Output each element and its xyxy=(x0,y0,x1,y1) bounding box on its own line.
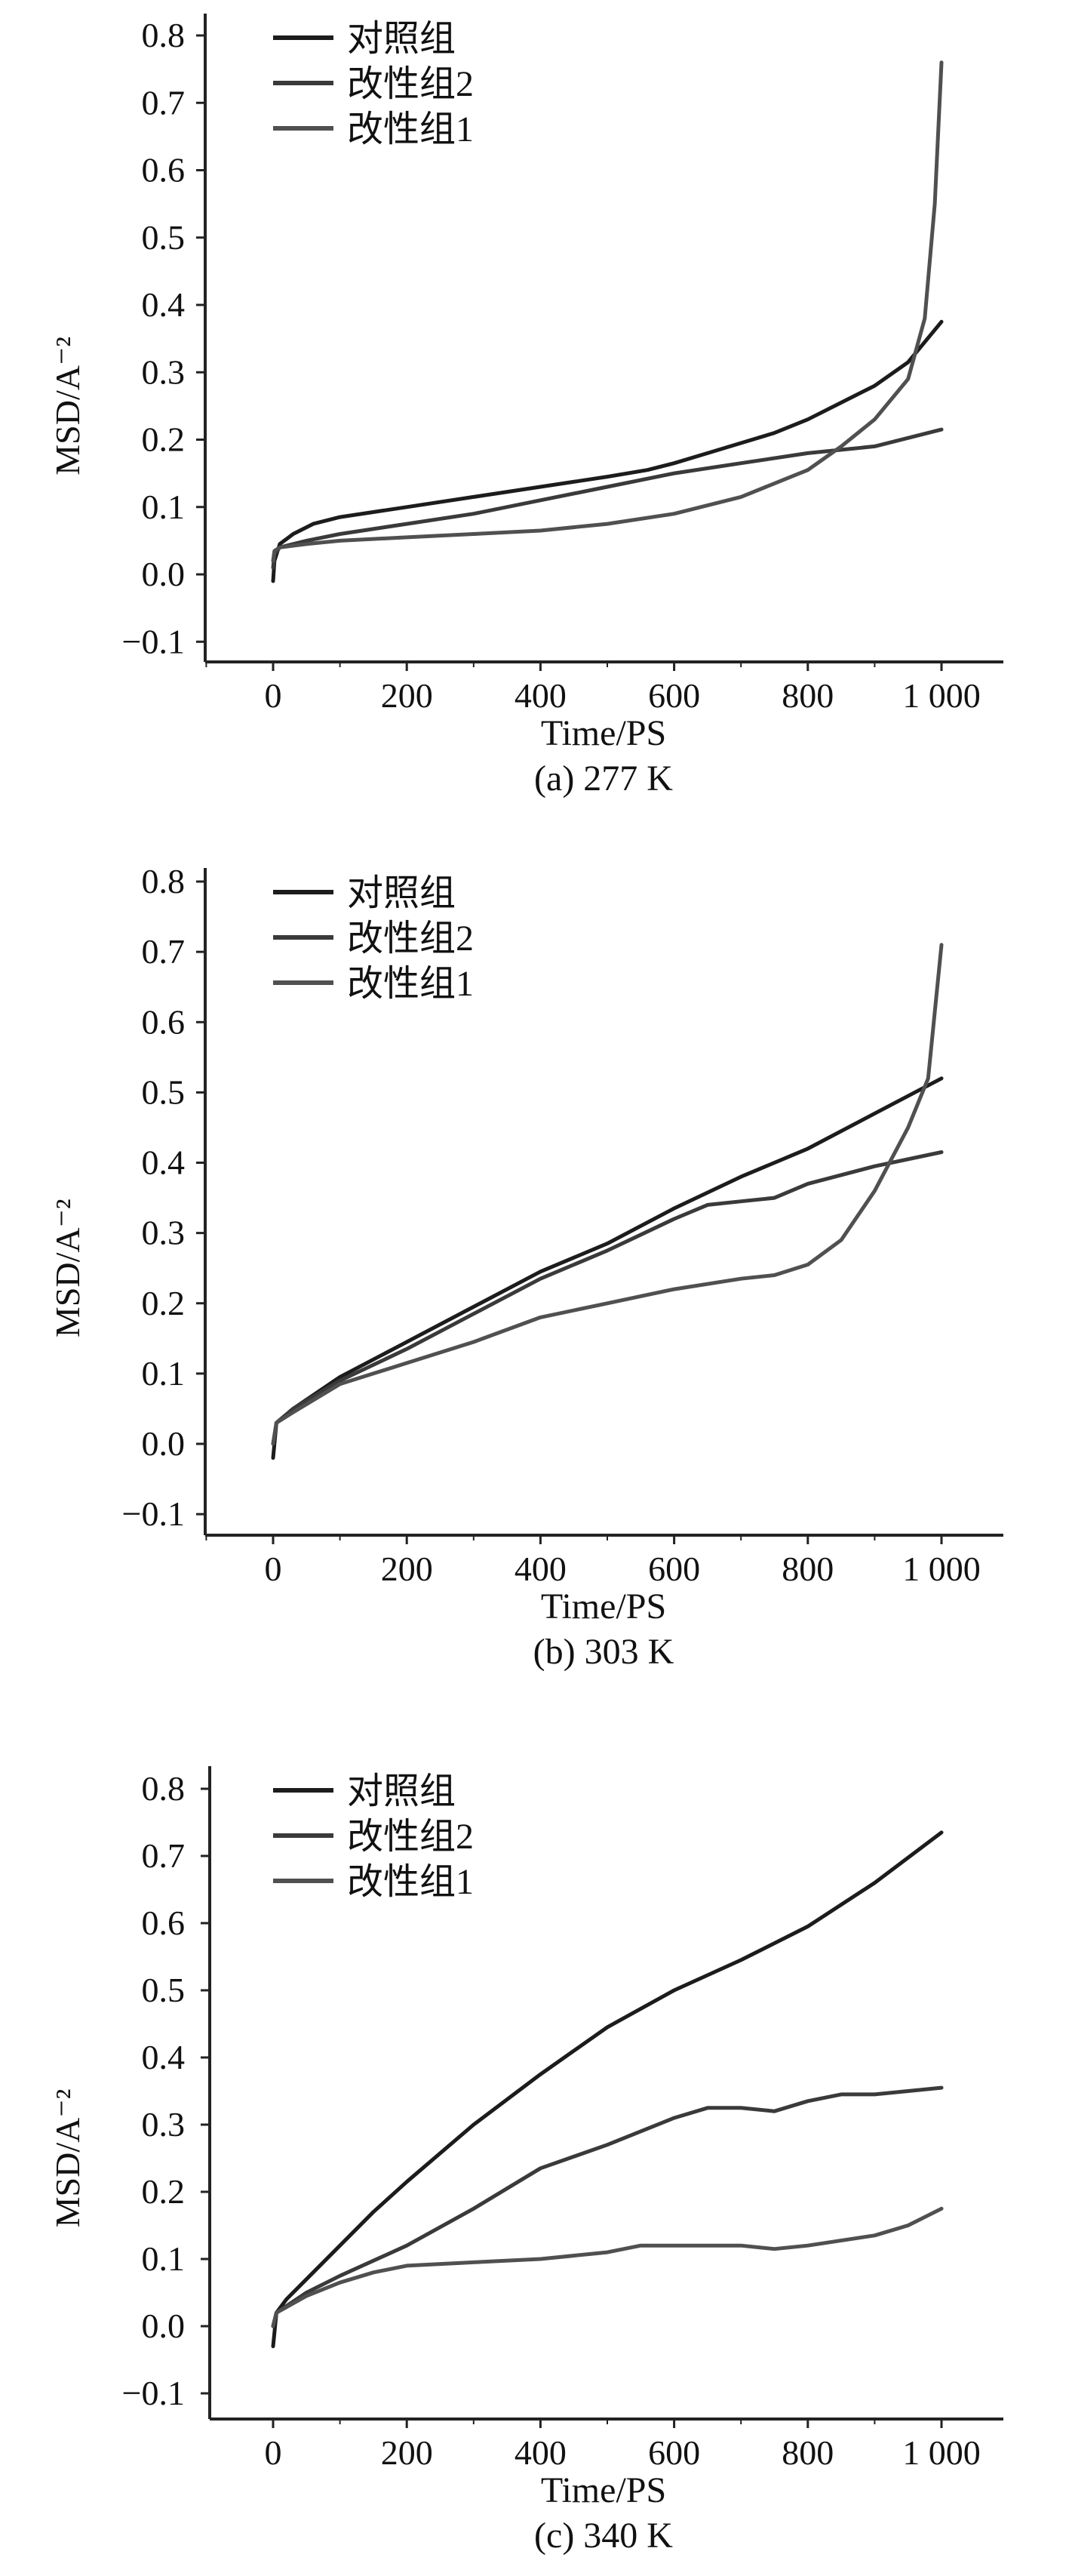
x-tick-label: 0 xyxy=(265,2433,282,2472)
legend-entry: 对照组 xyxy=(347,19,456,59)
x-tick-label: 800 xyxy=(782,676,834,715)
y-tick-label: 0.0 xyxy=(142,2307,186,2345)
x-tick-label: 200 xyxy=(381,1550,433,1588)
y-tick-label: 0.4 xyxy=(142,285,186,324)
x-tick-label: 600 xyxy=(648,676,700,715)
y-tick-label: 0.5 xyxy=(142,1971,186,2009)
chart-caption: (c) 340 K xyxy=(534,2516,673,2556)
chart-caption: (a) 277 K xyxy=(534,759,673,799)
series-line-2 xyxy=(271,427,944,570)
y-tick-label: 0.5 xyxy=(142,1073,186,1111)
series-line-2 xyxy=(271,1150,944,1446)
x-tick-label: 400 xyxy=(515,2433,567,2472)
legend-entry: 对照组 xyxy=(347,1771,456,1811)
x-axis-label: Time/PS xyxy=(541,1587,666,1627)
y-tick-label: 0.3 xyxy=(142,352,186,391)
x-tick-label: 1 000 xyxy=(902,676,981,715)
y-tick-label: 0.2 xyxy=(142,420,186,459)
x-tick-label: 600 xyxy=(648,2433,700,2472)
y-axis-label: MSD/A⁻² xyxy=(48,2089,87,2228)
y-tick-label: 0.6 xyxy=(142,151,186,189)
x-tick-label: 200 xyxy=(381,2433,433,2472)
y-tick-label: 0.3 xyxy=(142,1214,186,1252)
y-tick-label: 0.7 xyxy=(142,1836,186,1875)
legend-entry: 改性组1 xyxy=(347,109,474,149)
y-tick-label: 0.1 xyxy=(142,1354,186,1393)
x-tick-label: 800 xyxy=(782,2433,834,2472)
chart-panel-3: −0.1 0.0 0.1 0.2 0.3 0.4 0.5 0.6 0.7 0.8 0 200 400 60… xyxy=(48,1766,1003,2556)
y-tick-label: 0.0 xyxy=(142,1424,186,1463)
x-tick-label: 600 xyxy=(648,1550,700,1588)
legend-entry: 改性组1 xyxy=(347,1862,474,1902)
y-tick-label: 0.4 xyxy=(142,2038,186,2076)
series-line-1 xyxy=(271,1076,944,1460)
legend-entry: 改性组1 xyxy=(347,964,474,1004)
y-tick-label: 0.3 xyxy=(142,2105,186,2144)
legend-entry: 对照组 xyxy=(347,873,456,913)
y-tick-label: 0.1 xyxy=(142,2239,186,2278)
x-axis-label: Time/PS xyxy=(541,2470,666,2510)
y-tick-label: 0.8 xyxy=(142,16,186,54)
series-line-2 xyxy=(271,2085,944,2328)
y-tick-label: 0.6 xyxy=(142,1904,186,1942)
legend-entry: 改性组2 xyxy=(347,919,474,959)
y-tick-label: 0.8 xyxy=(142,1769,186,1808)
x-tick-label: 800 xyxy=(782,1550,834,1588)
y-tick-label: 0.4 xyxy=(142,1143,186,1182)
series-line-3 xyxy=(271,943,944,1446)
legend-entry: 改性组2 xyxy=(347,1817,474,1857)
x-tick-label: 400 xyxy=(515,676,567,715)
series-line-1 xyxy=(271,1830,944,2349)
y-tick-label: −0.1 xyxy=(122,622,185,660)
y-tick-label: −0.1 xyxy=(122,2374,185,2412)
x-tick-label: 1 000 xyxy=(902,2433,981,2472)
y-tick-label: 0.0 xyxy=(142,555,186,593)
x-tick-label: 0 xyxy=(265,1550,282,1588)
x-tick-label: 1 000 xyxy=(902,1550,981,1588)
y-tick-label: 0.5 xyxy=(142,218,186,257)
y-tick-label: 0.8 xyxy=(142,862,186,900)
y-tick-label: 0.6 xyxy=(142,1002,186,1041)
legend-entry: 改性组2 xyxy=(347,64,474,104)
chart-panel-1: −0.1 0.0 0.1 0.2 0.3 0.4 0.5 0.6 0.7 0.8 0 200 400 60… xyxy=(48,14,1003,799)
x-tick-label: 200 xyxy=(381,676,433,715)
chart-panel-2: −0.1 0.0 0.1 0.2 0.3 0.4 0.5 0.6 0.7 0.8 0 200 400 60… xyxy=(48,862,1003,1672)
series-line-3 xyxy=(271,2206,944,2328)
x-tick-label: 0 xyxy=(265,676,282,715)
y-tick-label: 0.2 xyxy=(142,1284,186,1322)
y-tick-label: 0.2 xyxy=(142,2172,186,2211)
x-tick-label: 400 xyxy=(515,1550,567,1588)
y-tick-label: 0.7 xyxy=(142,932,186,971)
x-axis-label: Time/PS xyxy=(541,713,666,753)
y-axis-label: MSD/A⁻² xyxy=(48,1199,87,1337)
y-tick-label: 0.1 xyxy=(142,488,186,526)
chart-caption: (b) 303 K xyxy=(533,1632,674,1672)
series-line-1 xyxy=(271,319,944,583)
series-line-3 xyxy=(271,60,944,563)
y-tick-label: 0.7 xyxy=(142,83,186,122)
y-axis-label: MSD/A⁻² xyxy=(48,337,87,475)
y-tick-label: −0.1 xyxy=(122,1494,185,1533)
